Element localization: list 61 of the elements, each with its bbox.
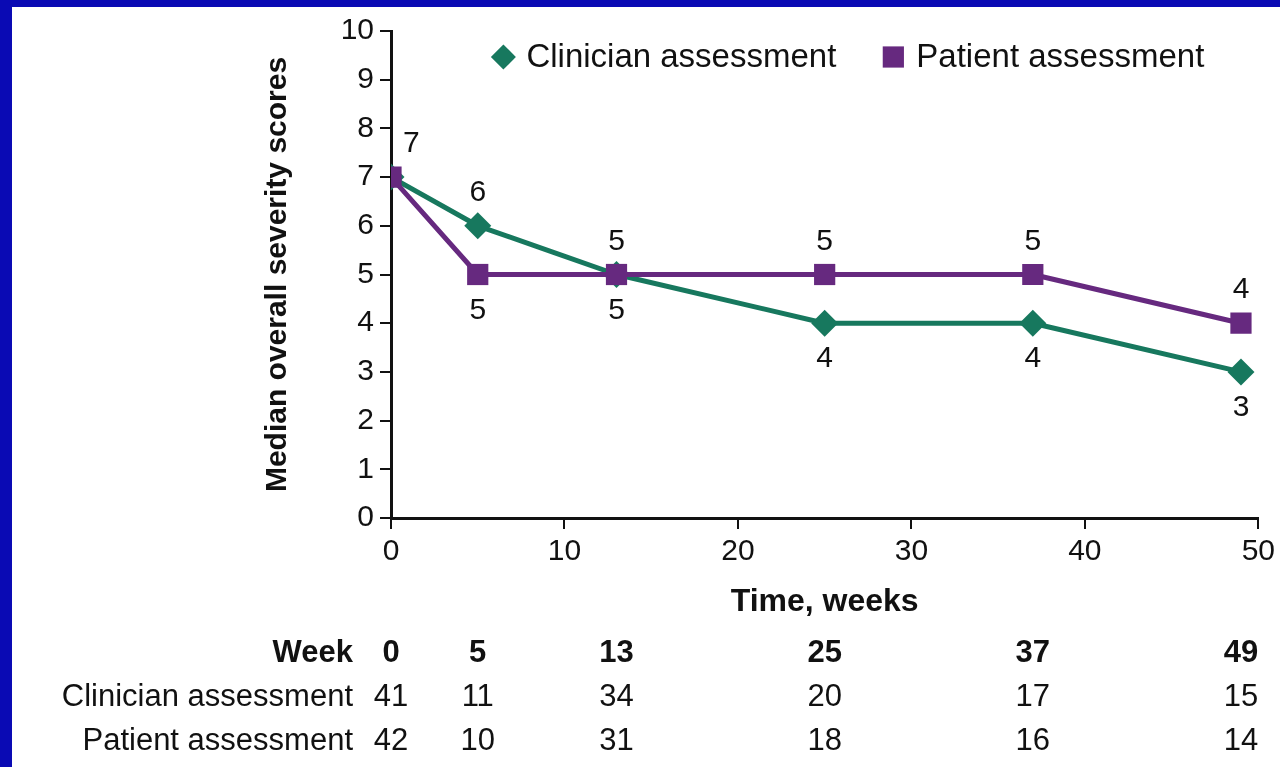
data-label: 7 bbox=[403, 125, 420, 159]
text: Patient assessment bbox=[82, 722, 353, 758]
y-tick-label: 4 bbox=[357, 304, 374, 338]
y-tick-label: 10 bbox=[340, 12, 374, 46]
y-tick-label: 5 bbox=[357, 255, 374, 289]
y-axis-title: Median overall severity scores bbox=[259, 56, 293, 493]
point bbox=[464, 212, 492, 240]
point bbox=[1230, 312, 1252, 334]
legend-label: Patient assessment bbox=[916, 37, 1205, 75]
data-label: 3 bbox=[1232, 389, 1250, 423]
text: 25 bbox=[807, 634, 842, 670]
text: 18 bbox=[807, 722, 842, 758]
x-tick-label: 10 bbox=[547, 533, 582, 567]
text: 14 bbox=[1223, 722, 1259, 758]
point bbox=[811, 309, 839, 337]
data-label: 5 bbox=[608, 222, 625, 256]
text: 37 bbox=[1015, 634, 1051, 670]
y-tick-label: 2 bbox=[357, 401, 374, 435]
text: 5 bbox=[469, 634, 487, 670]
y-tick-label: 9 bbox=[357, 60, 374, 94]
text: 15 bbox=[1223, 678, 1259, 714]
point bbox=[1019, 309, 1047, 337]
text: 0 bbox=[382, 634, 400, 670]
text: 13 bbox=[599, 634, 634, 670]
y-tick-label: 3 bbox=[357, 353, 374, 387]
point bbox=[467, 263, 489, 286]
data-label: 4 bbox=[1024, 340, 1042, 374]
data-label: 4 bbox=[816, 340, 833, 374]
y-tick-label: 0 bbox=[357, 499, 374, 533]
text: 34 bbox=[599, 678, 634, 714]
x-tick-label: 0 bbox=[382, 533, 400, 567]
x-tick-label: 50 bbox=[1241, 533, 1275, 567]
data-label: 4 bbox=[1232, 271, 1250, 305]
point bbox=[1022, 263, 1044, 286]
data-label: 5 bbox=[608, 291, 625, 325]
legend-label: Clinician assessment bbox=[526, 37, 837, 75]
x-tick-label: 30 bbox=[894, 533, 929, 567]
text: Clinician assessment bbox=[61, 678, 353, 714]
text: 10 bbox=[460, 722, 495, 758]
y-tick-label: 7 bbox=[357, 158, 374, 192]
point bbox=[1227, 358, 1255, 386]
text: Week bbox=[272, 634, 353, 670]
y-tick-label: 1 bbox=[357, 450, 374, 484]
text: 41 bbox=[373, 678, 409, 714]
text: 49 bbox=[1223, 634, 1259, 670]
point bbox=[814, 263, 836, 286]
data-label: 5 bbox=[1024, 222, 1042, 256]
text: 42 bbox=[373, 722, 409, 758]
text: 20 bbox=[807, 678, 842, 714]
text: 11 bbox=[461, 678, 494, 714]
data-label: 5 bbox=[469, 291, 487, 325]
x-axis-title: Time, weeks bbox=[730, 581, 919, 618]
data-label: 5 bbox=[816, 222, 833, 256]
text: 17 bbox=[1015, 678, 1051, 714]
y-tick-label: 8 bbox=[357, 109, 374, 143]
data-label: 6 bbox=[469, 174, 487, 208]
x-tick-label: 40 bbox=[1068, 533, 1102, 567]
y-tick-label: 6 bbox=[357, 207, 374, 241]
x-tick-label: 20 bbox=[721, 533, 755, 567]
text: 31 bbox=[599, 722, 634, 758]
text: 16 bbox=[1015, 722, 1051, 758]
